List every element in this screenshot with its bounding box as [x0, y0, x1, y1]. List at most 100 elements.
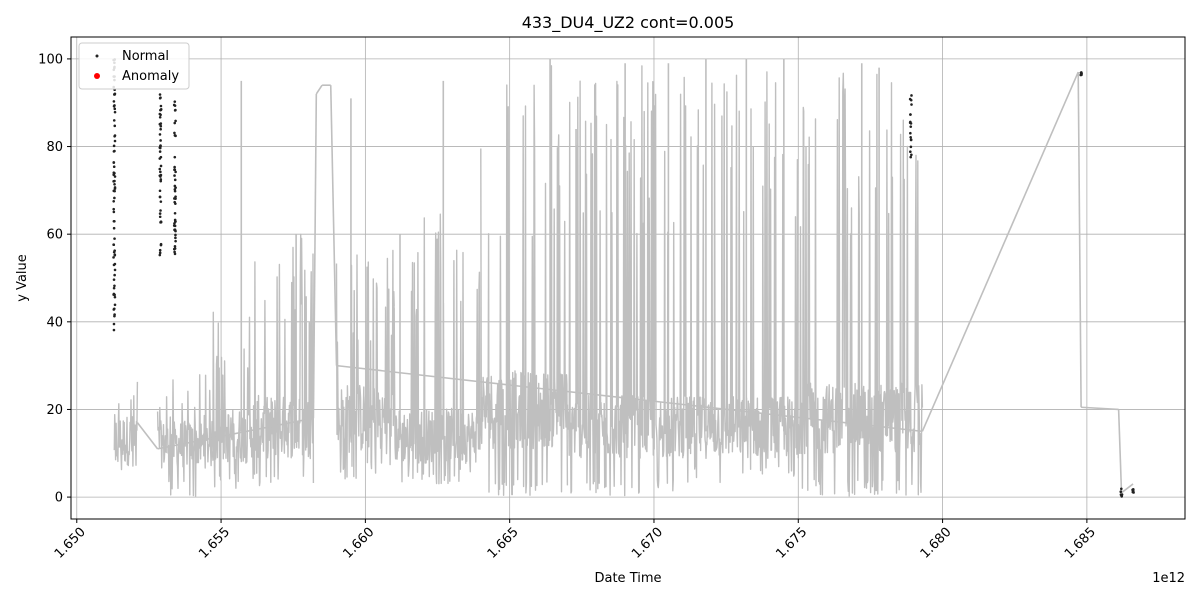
normal-point: [159, 127, 162, 131]
normal-point: [173, 252, 177, 256]
normal-point: [112, 119, 116, 122]
normal-point: [174, 134, 177, 138]
normal-point: [112, 278, 116, 281]
normal-point: [174, 239, 177, 243]
normal-point: [158, 248, 162, 252]
normal-point: [158, 146, 162, 150]
normal-point: [158, 115, 162, 119]
legend-anomaly-marker: [94, 73, 100, 79]
line-series-connector: [315, 84, 323, 95]
normal-point: [159, 175, 162, 178]
y-tick-label: 40: [46, 315, 63, 330]
normal-point: [113, 92, 117, 96]
normal-point: [174, 220, 177, 223]
normal-point: [172, 224, 176, 227]
normal-point: [113, 303, 117, 307]
normal-point: [172, 247, 176, 251]
normal-point: [173, 168, 176, 172]
normal-point: [909, 113, 912, 116]
normal-point: [158, 251, 162, 255]
normal-point: [173, 155, 177, 159]
normal-point: [113, 268, 117, 272]
normal-point: [1120, 487, 1123, 491]
normal-point: [159, 164, 163, 168]
y-axis-label: y Value: [15, 254, 30, 302]
normal-point: [174, 197, 177, 200]
normal-point: [909, 125, 913, 128]
normal-point: [159, 108, 163, 112]
normal-point: [113, 295, 117, 299]
normal-point: [910, 103, 913, 106]
normal-point: [173, 178, 177, 182]
normal-point: [172, 103, 176, 107]
normal-point: [113, 237, 116, 240]
line-series-connector: [1121, 483, 1134, 494]
normal-point: [159, 124, 163, 128]
normal-point: [112, 286, 116, 290]
normal-point: [158, 167, 162, 171]
normal-point: [173, 174, 176, 177]
normal-point: [159, 178, 163, 181]
normal-point: [174, 119, 177, 123]
normal-point: [112, 256, 115, 259]
normal-point: [158, 122, 162, 126]
legend-box: [78, 42, 190, 90]
normal-point: [174, 233, 177, 237]
normal-point: [173, 165, 176, 169]
line-series-connector: [921, 71, 1079, 432]
normal-point: [112, 165, 116, 169]
legend: Normal Anomaly: [78, 42, 190, 90]
normal-point: [1132, 491, 1135, 494]
line-series-connector: [1077, 72, 1082, 408]
normal-point: [159, 242, 163, 246]
normal-point: [173, 200, 176, 204]
normal-point: [158, 133, 162, 136]
normal-point: [173, 100, 177, 103]
normal-point: [112, 100, 116, 103]
line-series-connector: [1117, 409, 1123, 493]
normal-point: [113, 196, 116, 200]
normal-point: [113, 273, 116, 277]
normal-point: [159, 104, 163, 108]
normal-point: [158, 253, 162, 257]
normal-point: [112, 207, 115, 211]
normal-point: [113, 313, 116, 316]
normal-point: [112, 104, 116, 108]
normal-point: [112, 199, 116, 203]
line-series-connector: [136, 422, 159, 450]
normal-point: [113, 107, 117, 111]
normal-point: [158, 96, 162, 100]
y-tick-label: 20: [46, 403, 63, 418]
normal-point: [173, 244, 177, 248]
normal-point: [909, 135, 912, 139]
normal-point: [909, 150, 912, 153]
normal-point: [1119, 490, 1123, 494]
y-axis: 0 20 40 60 80 100: [38, 52, 71, 506]
normal-point: [173, 121, 177, 125]
normal-point: [158, 215, 162, 219]
normal-point: [909, 155, 913, 159]
normal-point: [158, 150, 162, 153]
normal-point: [1080, 72, 1083, 75]
normal-point: [112, 308, 116, 311]
normal-point: [113, 187, 117, 190]
normal-point: [112, 144, 116, 148]
normal-point: [112, 210, 116, 214]
normal-point: [909, 145, 913, 149]
normal-point: [113, 179, 116, 183]
normal-point: [113, 189, 116, 193]
normal-point: [113, 139, 117, 143]
chart-title: 433_DU4_UZ2 cont=0.005: [522, 13, 735, 33]
line-series-connector: [312, 93, 318, 419]
normal-point: [113, 171, 116, 175]
normal-point: [112, 263, 116, 267]
normal-point: [173, 131, 176, 135]
normal-point: [112, 226, 116, 230]
normal-point: [174, 170, 177, 174]
line-series-connector: [157, 417, 314, 450]
normal-point: [113, 249, 116, 252]
normal-point: [1120, 493, 1124, 496]
legend-anomaly-label: Anomaly: [122, 69, 179, 84]
normal-point: [908, 121, 912, 125]
